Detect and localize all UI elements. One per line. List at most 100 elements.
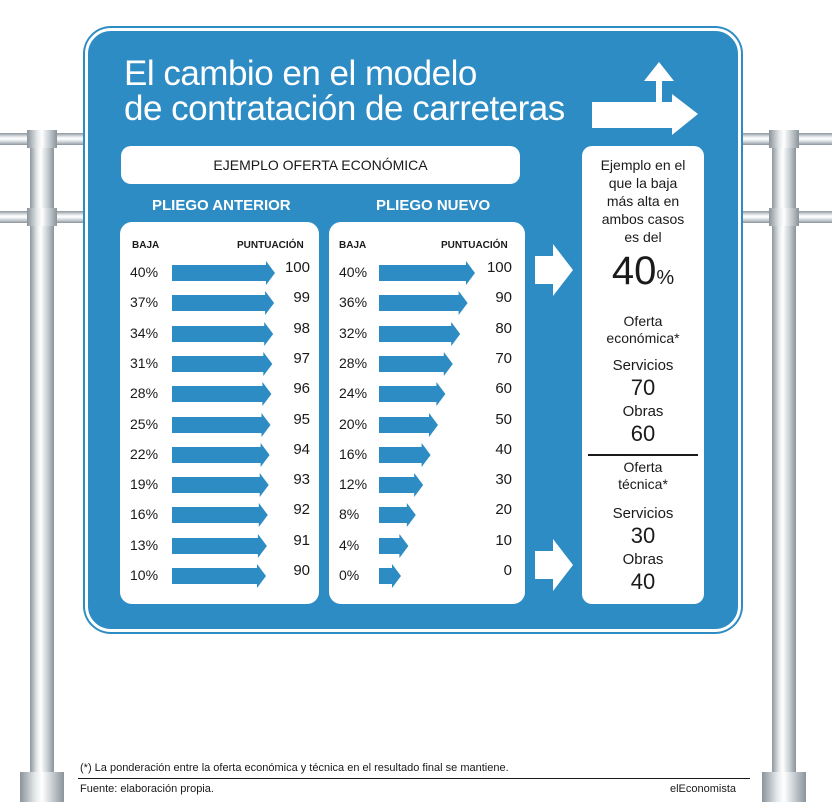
right-collar-top [769,130,799,148]
anterior-puntuacion-label: 90 [293,562,310,579]
pointer-arrow-bottom-icon [535,539,573,591]
nuevo-score-bar [379,291,468,316]
anterior-baja-label: 13% [130,536,159,553]
intro-text: Ejemplo en el que la baja más alta en am… [582,156,704,246]
anterior-baja-label: 25% [130,415,159,432]
anterior-puntuacion-label: 91 [293,531,310,549]
nuevo-score-bar [379,321,461,346]
direction-arrow-icon [592,62,698,135]
pliego-nuevo-header: PLIEGO NUEVO [376,197,491,214]
nuevo-puntuacion-label: 0 [503,562,512,579]
anterior-puntuacion-header: PUNTUACIÓN [237,240,304,251]
nuevo-puntuacion-header: PUNTUACIÓN [441,240,508,251]
anterior-baja-label: 16% [130,506,159,523]
anterior-score-bar [172,533,267,558]
econ-servicios-label: Servicios [612,357,674,374]
big-unit: % [656,267,675,289]
oferta-economica-label: Oferta económica* [582,313,704,347]
anterior-puntuacion-label: 92 [293,501,310,519]
source: Fuente: elaboración propia. [80,783,214,795]
anterior-score-bar [172,291,275,316]
tec-obras-label: Obras [622,551,664,568]
right-pole [772,130,796,790]
nuevo-puntuacion-label: 30 [495,471,512,489]
nuevo-puntuacion-label: 100 [486,259,512,276]
anterior-score-bar [172,473,269,498]
intro-line: es del [624,229,662,245]
nuevo-score-bar [379,564,401,588]
anterior-baja-label: 10% [130,567,159,583]
nuevo-score-bar [379,473,424,498]
anterior-baja-header: BAJA [132,240,160,251]
left-collar-bottom [27,208,57,226]
anterior-baja-label: 28% [130,385,159,402]
intro-line: Ejemplo en el [600,157,686,173]
nuevo-puntuacion-label: 90 [495,289,512,307]
nuevo-baja-label: 20% [339,415,368,432]
pointer-arrow-top-icon [535,244,573,296]
anterior-baja-label: 31% [130,354,159,371]
econ-servicios-value: 70 [630,375,656,400]
nuevo-score-bar [379,351,453,376]
anterior-puntuacion-label: 96 [293,380,310,398]
anterior-puntuacion-label: 95 [293,410,310,428]
anterior-baja-label: 34% [130,324,159,341]
anterior-puntuacion-label: 100 [284,259,310,276]
pliego-nuevo-panel [329,222,525,604]
nuevo-baja-label: 40% [339,264,368,280]
anterior-baja-label: 40% [130,264,159,280]
nuevo-score-bar [379,382,446,407]
example-label: EJEMPLO OFERTA ECONÓMICA [213,157,428,173]
left-pole-base [20,772,64,802]
big-percentage: 40% [582,250,704,301]
anterior-puntuacion-label: 97 [293,349,310,367]
intro-line: que la baja [608,175,678,191]
anterior-baja-label: 37% [130,294,159,311]
oferta-economica-line: económica* [606,330,680,346]
nuevo-baja-label: 8% [339,506,360,523]
nuevo-baja-label: 36% [339,294,368,311]
nuevo-baja-label: 16% [339,445,368,462]
anterior-baja-label: 19% [130,476,159,493]
tec-obras-value: 40 [630,569,656,594]
nuevo-puntuacion-label: 10 [495,531,512,549]
oferta-tecnica-line: técnica* [618,476,668,492]
nuevo-puntuacion-label: 50 [495,410,512,428]
econ-obras-label: Obras [622,403,664,420]
anterior-score-bar [172,321,274,346]
anterior-score-bar [172,564,266,588]
anterior-score-bar [172,261,275,285]
intro-line: ambos casos [601,211,685,227]
tec-servicios-label: Servicios [612,505,674,522]
anterior-puntuacion-label: 93 [293,471,310,489]
anterior-score-bar [172,412,271,437]
anterior-score-bar [172,442,270,467]
big-value: 40 [611,249,657,293]
nuevo-puntuacion-label: 20 [495,501,512,519]
brand: elEconomista [670,783,737,795]
footer-rule [78,778,750,779]
title-line-2: de contratación de carreteras [124,89,565,128]
intro-line: más alta en [606,193,680,209]
anterior-baja-label: 22% [130,445,159,462]
pliego-anterior-header: PLIEGO ANTERIOR [152,197,291,214]
anterior-puntuacion-label: 94 [293,440,310,458]
nuevo-score-bar [379,533,409,558]
nuevo-baja-label: 12% [339,476,368,493]
nuevo-score-bar [379,261,475,285]
anterior-score-bar [172,382,272,407]
side-divider [588,454,698,456]
anterior-puntuacion-label: 99 [293,289,310,307]
nuevo-baja-label: 0% [339,567,360,583]
nuevo-baja-label: 24% [339,385,368,402]
nuevo-score-bar [379,503,416,528]
right-collar-bottom [769,208,799,226]
left-collar-top [27,130,57,148]
nuevo-score-bar [379,442,431,467]
nuevo-puntuacion-label: 80 [495,319,512,337]
anterior-score-bar [172,351,273,376]
nuevo-baja-label: 28% [339,354,368,371]
nuevo-puntuacion-label: 60 [495,380,512,398]
oferta-economica-line: Oferta [623,313,663,329]
oferta-tecnica-line: Oferta [623,459,663,475]
